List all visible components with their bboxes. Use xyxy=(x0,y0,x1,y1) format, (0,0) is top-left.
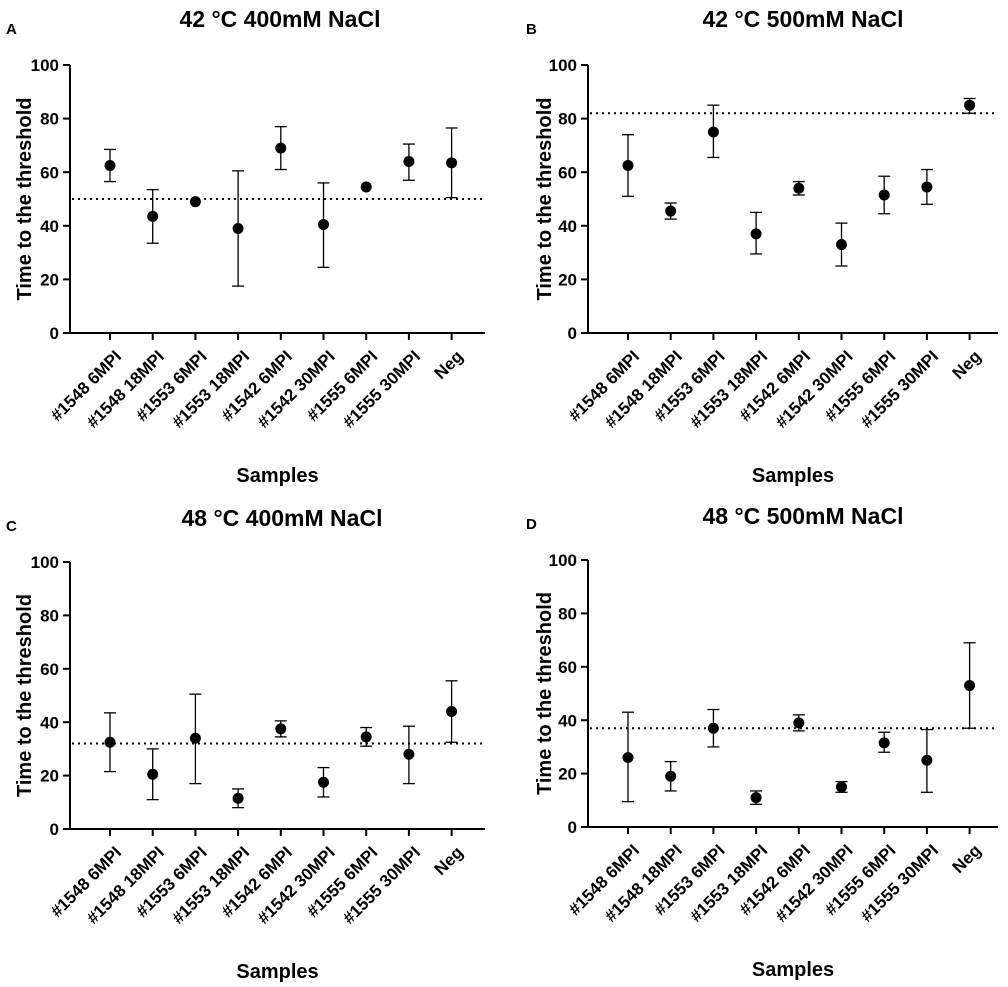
data-point xyxy=(232,792,244,804)
panel-b: B 42 °C 500mM NaCl Time to the threshold 0 2… xyxy=(526,6,998,487)
x-axis-label: Samples xyxy=(752,959,834,981)
data-point xyxy=(921,181,933,193)
data-point xyxy=(878,737,890,749)
y-axis-label: Time to the threshold xyxy=(14,98,36,301)
y-tick-label: 100 xyxy=(549,551,577,570)
panel-d: D 48 °C 500mM NaCl Time to the threshold 0 2… xyxy=(526,503,998,981)
data-point xyxy=(147,768,159,780)
data-point xyxy=(446,706,458,718)
data-point xyxy=(707,722,719,734)
y-axis-label: Time to the threshold xyxy=(534,98,556,301)
y-tick-label: 80 xyxy=(40,110,59,129)
data-point xyxy=(318,776,329,788)
data-point xyxy=(275,142,287,154)
panel-letter: B xyxy=(526,21,537,38)
data-point xyxy=(318,218,329,230)
y-axis-label: Time to the threshold xyxy=(14,594,36,797)
data-point xyxy=(147,210,159,222)
x-axis-label: Samples xyxy=(236,961,318,983)
data-point xyxy=(793,182,805,194)
x-tick-label: Neg xyxy=(949,841,985,877)
data-point xyxy=(750,792,762,804)
y-tick-label: 20 xyxy=(558,271,577,290)
y-tick-label: 0 xyxy=(568,818,577,837)
chart-title: 48 °C 500mM NaCl xyxy=(703,503,904,529)
y-tick-label: 60 xyxy=(558,163,577,182)
data-point xyxy=(665,770,677,782)
y-tick-label: 40 xyxy=(558,711,577,730)
data-point xyxy=(403,748,415,760)
data-point xyxy=(964,679,976,691)
data-point xyxy=(836,781,847,793)
data-point xyxy=(104,736,116,748)
y-tick-label: 60 xyxy=(558,658,577,677)
panel-letter: C xyxy=(6,518,17,535)
x-axis-label: Samples xyxy=(752,465,834,487)
chart-title: 48 °C 400mM NaCl xyxy=(182,505,383,531)
panel-c: C 48 °C 400mM NaCl Time to the threshold 0 2… xyxy=(6,505,485,983)
y-tick-label: 0 xyxy=(50,820,59,839)
x-tick-label: Neg xyxy=(431,347,467,383)
y-tick-label: 100 xyxy=(31,553,59,572)
y-tick-label: 80 xyxy=(40,607,59,626)
data-point xyxy=(189,196,201,208)
data-point xyxy=(446,157,458,169)
y-tick-label: 20 xyxy=(40,271,59,290)
y-tick-label: 60 xyxy=(40,163,59,182)
y-tick-label: 100 xyxy=(549,56,577,75)
y-tick-label: 80 xyxy=(558,605,577,624)
y-axis-label: Time to the threshold xyxy=(534,592,556,795)
chart-title: 42 °C 400mM NaCl xyxy=(180,6,381,32)
data-point xyxy=(750,228,762,240)
y-tick-label: 0 xyxy=(568,324,577,343)
chart-title: 42 °C 500mM NaCl xyxy=(703,6,904,32)
data-point xyxy=(360,181,372,193)
x-tick-label: Neg xyxy=(949,347,985,383)
y-tick-label: 20 xyxy=(558,765,577,784)
y-tick-label: 0 xyxy=(50,324,59,343)
data-point xyxy=(275,723,287,735)
y-tick-label: 60 xyxy=(40,660,59,679)
data-point xyxy=(232,222,244,234)
data-point xyxy=(665,205,677,217)
data-point xyxy=(793,717,805,729)
data-point xyxy=(878,189,890,201)
data-point xyxy=(403,155,415,167)
y-tick-label: 80 xyxy=(558,110,577,129)
data-point xyxy=(622,160,634,171)
data-point xyxy=(921,754,933,766)
y-tick-label: 20 xyxy=(40,767,59,786)
y-tick-label: 40 xyxy=(40,713,59,732)
panel-letter: A xyxy=(6,21,17,38)
data-point xyxy=(836,239,847,251)
data-point xyxy=(189,732,201,744)
y-tick-label: 40 xyxy=(40,217,59,236)
panel-letter: D xyxy=(526,516,537,533)
data-point xyxy=(964,99,976,111)
y-tick-label: 40 xyxy=(558,217,577,236)
x-tick-label: Neg xyxy=(431,843,467,879)
x-axis-label: Samples xyxy=(236,465,318,487)
data-point xyxy=(622,752,634,764)
data-point xyxy=(104,160,116,171)
data-point xyxy=(707,126,719,138)
panel-a: A 42 °C 400mM NaCl Time to the threshold 0 2… xyxy=(6,6,485,487)
data-point xyxy=(360,731,372,743)
y-tick-label: 100 xyxy=(31,56,59,75)
